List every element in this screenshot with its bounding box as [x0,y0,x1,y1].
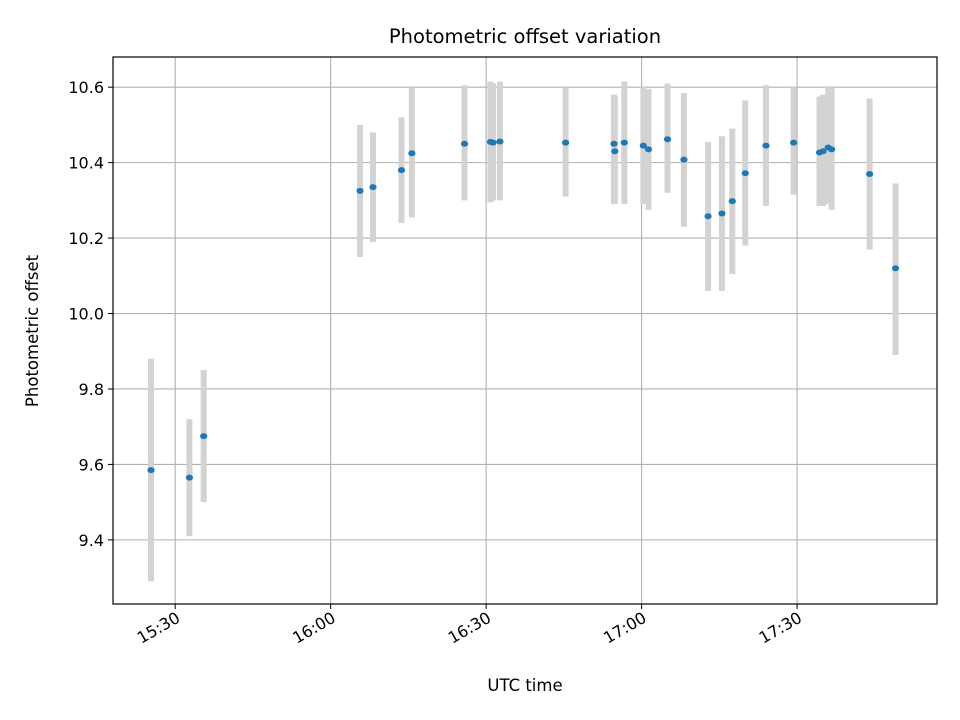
y-tick-label: 9.6 [79,455,104,474]
data-point [408,150,416,157]
y-tick-label: 9.8 [79,380,104,399]
y-tick-label: 10.6 [68,78,104,97]
data-point [741,170,749,177]
data-point [644,146,653,153]
data-point [496,138,504,145]
data-point [819,148,827,155]
data-point [620,139,628,146]
data-point [680,156,688,163]
chart-title: Photometric offset variation [389,25,661,48]
data-point [762,142,770,149]
data-point [728,198,736,205]
data-point [561,139,570,146]
data-point [489,139,497,146]
data-point [639,142,647,149]
y-tick-label: 10.2 [68,229,104,248]
data-point [891,265,900,272]
data-point [704,213,712,220]
data-point [147,467,155,474]
grid [113,57,937,604]
y-axis-label: Photometric offset [23,254,42,407]
data-point [185,474,194,481]
data-point [611,148,619,155]
plot-frame [112,56,938,605]
data-point [200,433,208,440]
y-tick-label: 10.4 [68,154,104,173]
data-point [866,170,874,177]
data-point [790,139,798,146]
data-point [356,187,364,194]
x-axis-label: UTC time [487,676,562,695]
data-points [147,136,900,481]
data-point [610,140,618,147]
data-point [828,146,836,153]
data-point [663,136,672,143]
y-tick-label: 10.0 [68,305,104,324]
y-tick-label: 9.4 [79,531,104,550]
data-point [369,184,377,191]
data-point [718,210,726,217]
data-point [460,140,469,147]
data-point [397,167,406,174]
